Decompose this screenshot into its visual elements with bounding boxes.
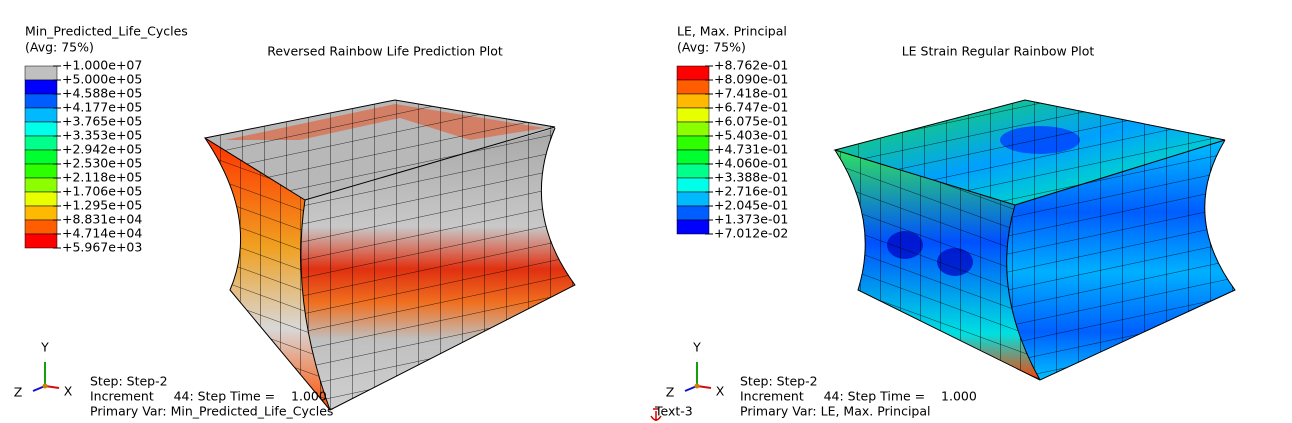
legend-band xyxy=(24,121,58,137)
legend-band xyxy=(676,79,710,95)
legend-band xyxy=(676,107,710,123)
legend-subtitle: (Avg: 75%) xyxy=(25,40,94,55)
triad-label: Y xyxy=(40,340,49,355)
legend-band xyxy=(676,219,710,235)
legend-band xyxy=(24,65,58,81)
legend-title: LE, Max. Principal xyxy=(677,24,787,39)
legend-band xyxy=(676,205,710,221)
triad-label: X xyxy=(64,384,73,399)
legend-label: +5.967e+03 xyxy=(62,240,142,255)
legend-band xyxy=(676,163,710,179)
legend-label: +4.731e-01 xyxy=(714,142,788,157)
legend-label: +2.716e-01 xyxy=(714,184,788,199)
annotation: Text-3 xyxy=(654,404,693,419)
legend-band xyxy=(676,191,710,207)
legend-label: +1.000e+07 xyxy=(62,58,142,73)
legend-label: +4.060e-01 xyxy=(714,156,788,171)
legend-label: +3.353e+05 xyxy=(62,128,142,143)
legend-band xyxy=(676,177,710,193)
legend-label: +4.714e+04 xyxy=(62,226,142,241)
legend-label: +2.045e-01 xyxy=(714,198,788,213)
legend-band xyxy=(24,219,58,235)
legend-band xyxy=(24,233,58,249)
step-info: Step: Step-2 xyxy=(740,374,818,389)
plot-title: Reversed Rainbow Life Prediction Plot xyxy=(267,44,503,59)
legend-band xyxy=(24,135,58,151)
legend-title: Min_Predicted_Life_Cycles xyxy=(25,24,188,39)
legend-label: +7.418e-01 xyxy=(714,86,788,101)
triad-origin xyxy=(694,383,700,389)
legend-label: +8.831e+04 xyxy=(62,212,142,227)
triad-label: Z xyxy=(666,385,675,400)
legend-label: +4.177e+05 xyxy=(62,100,142,115)
legend-label: +7.012e-02 xyxy=(714,226,788,241)
plot-title: LE Strain Regular Rainbow Plot xyxy=(902,44,1095,59)
legend-label: +6.075e-01 xyxy=(714,114,788,129)
viewport-panel: LE, Max. Principal(Avg: 75%) +8.762e-01+8… xyxy=(654,24,1094,419)
triad-label: Y xyxy=(692,340,701,355)
legend-label: +1.706e+05 xyxy=(62,184,142,199)
legend-label: +2.530e+05 xyxy=(62,156,142,171)
viewport-panel: Min_Predicted_Life_Cycles(Avg: 75%) +1.00… xyxy=(14,24,503,419)
legend-band xyxy=(24,93,58,109)
legend-band xyxy=(24,107,58,123)
legend-band xyxy=(676,149,710,165)
legend-band xyxy=(676,135,710,151)
step-info: Primary Var: LE, Max. Principal xyxy=(740,404,931,419)
mesh-model xyxy=(203,99,576,411)
legend-label: +1.295e+05 xyxy=(62,198,142,213)
legend-subtitle: (Avg: 75%) xyxy=(677,40,746,55)
triad-label: X xyxy=(716,384,725,399)
legend-band xyxy=(24,191,58,207)
mesh-model xyxy=(833,99,1236,381)
triad-origin xyxy=(42,383,48,389)
legend-band xyxy=(24,163,58,179)
legend-band xyxy=(24,149,58,165)
triad-label: Z xyxy=(14,385,23,400)
legend-band xyxy=(24,205,58,221)
legend-band xyxy=(676,121,710,137)
legend-label: +5.000e+05 xyxy=(62,72,142,87)
step-info: Step: Step-2 xyxy=(90,374,168,389)
legend-label: +3.388e-01 xyxy=(714,170,788,185)
legend-label: +6.747e-01 xyxy=(714,100,788,115)
step-info: Primary Var: Min_Predicted_Life_Cycles xyxy=(90,404,333,419)
step-info: Increment 44: Step Time = 1.000 xyxy=(90,389,327,404)
legend-label: +5.403e-01 xyxy=(714,128,788,143)
legend-label: +1.373e-01 xyxy=(714,212,788,227)
legend-label: +4.588e+05 xyxy=(62,86,142,101)
step-info: Increment 44: Step Time = 1.000 xyxy=(740,389,977,404)
legend-band xyxy=(24,79,58,95)
legend-label: +8.762e-01 xyxy=(714,58,788,73)
anchor-icon xyxy=(650,408,662,421)
legend-label: +2.942e+05 xyxy=(62,142,142,157)
legend-label: +2.118e+05 xyxy=(62,170,142,185)
legend-band xyxy=(676,93,710,109)
legend-label: +3.765e+05 xyxy=(62,114,142,129)
legend-band xyxy=(24,177,58,193)
legend-band xyxy=(676,65,710,81)
legend-label: +8.090e-01 xyxy=(714,72,788,87)
